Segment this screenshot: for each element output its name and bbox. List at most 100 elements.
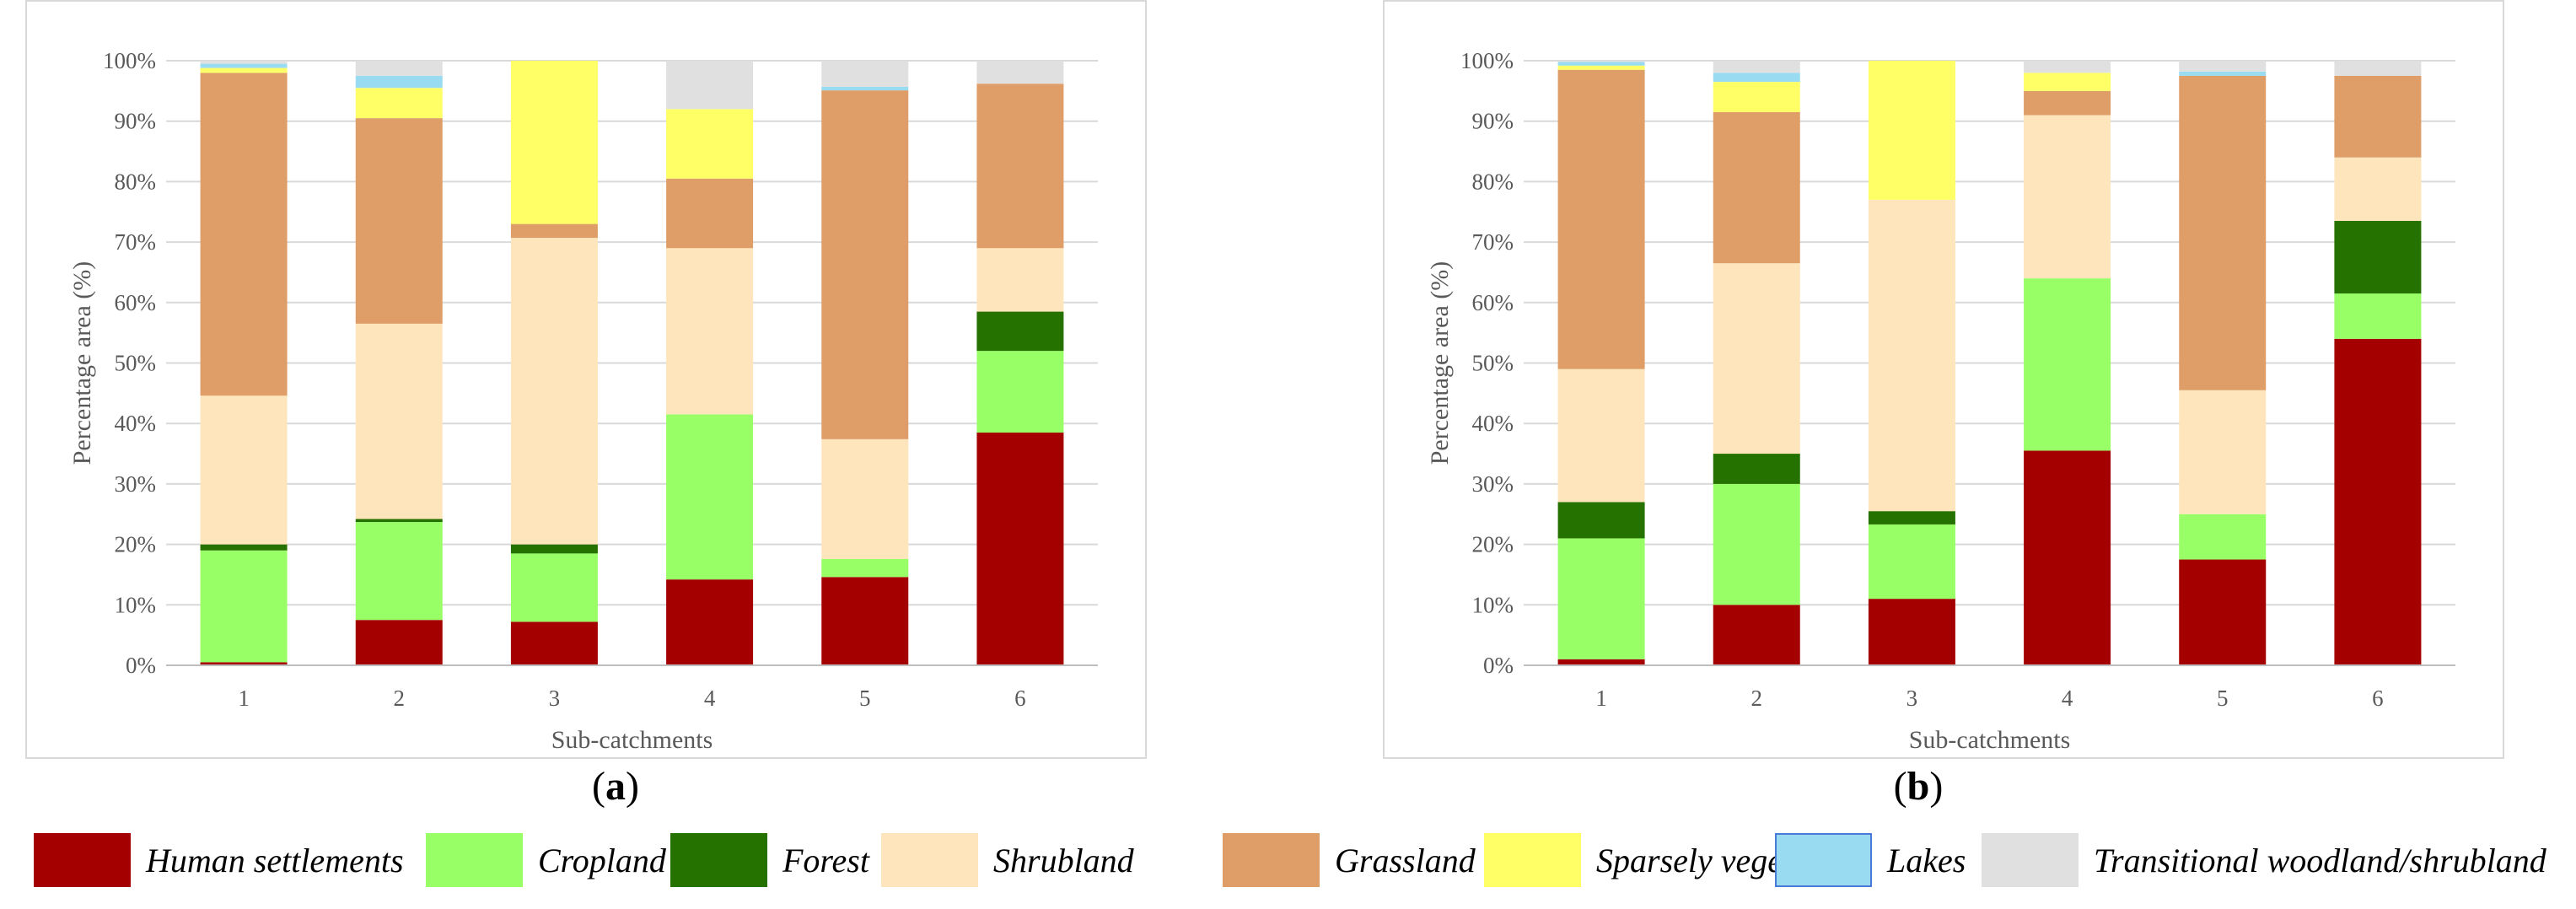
- bar-segment-shrubland-2: [1713, 263, 1800, 454]
- x-tick-label: 2: [1751, 686, 1763, 711]
- legend-label: Forest: [782, 841, 869, 879]
- bar-segment-human-settlements-6: [976, 432, 1064, 665]
- chart-svg-b: 0% 10% 20% 30% 40% 50% 60% 70% 80% 90% 100% 1 2 3 4 5 6 S…: [1426, 48, 2455, 754]
- panel-label-b: (b): [1893, 764, 1944, 809]
- y-axis-title: Percentage area (%): [1426, 261, 1454, 465]
- bar-segment-cropland-5: [821, 558, 909, 578]
- legend-item-cropland: Cropland: [426, 831, 666, 890]
- panel-label-a-text: a: [605, 764, 626, 809]
- bar-segment-forest-3: [510, 544, 598, 554]
- x-axis-title: Sub-catchments: [551, 726, 713, 754]
- legend-swatch: [1223, 833, 1320, 887]
- x-tick-label: 3: [1906, 686, 1918, 711]
- y-tick-label: 100%: [103, 48, 156, 73]
- legend-swatch: [1775, 833, 1872, 887]
- legend-swatch: [881, 833, 978, 887]
- y-tick-label: 50%: [115, 351, 157, 376]
- bar-segment-sparsely-vegetated-4: [666, 109, 754, 179]
- y-tick-label: 90%: [115, 109, 157, 134]
- bar-segment-shrubland-5: [2179, 390, 2267, 514]
- bar-segment-cropland-5: [2179, 514, 2267, 560]
- bar-segment-cropland-3: [510, 553, 598, 622]
- bar-segment-grassland-5: [2179, 75, 2267, 390]
- legend-swatch: [1484, 833, 1581, 887]
- bar-segment-forest-2: [1713, 454, 1800, 484]
- x-tick-label: 1: [238, 686, 250, 711]
- bar-segment-transitional-woodland-shrubland-4: [2024, 61, 2111, 73]
- bar-segment-grassland-3: [510, 223, 598, 239]
- bar-segment-human-settlements-6: [2334, 338, 2422, 665]
- bar-segment-shrubland-3: [1868, 199, 1955, 512]
- legend-item-grassland: Grassland: [1223, 831, 1476, 890]
- chart-svg-a: 0% 10% 20% 30% 40% 50% 60% 70% 80% 90% 100% 1 2 3 4 5 6 S…: [68, 48, 1098, 754]
- x-tick-label: 1: [1595, 686, 1607, 711]
- bar-segment-forest-6: [2334, 221, 2422, 294]
- bar-segment-sparsely-vegetated-3: [1868, 61, 1955, 200]
- bar-segment-lakes-1: [1557, 62, 1645, 66]
- chart-panel-b: 0% 10% 20% 30% 40% 50% 60% 70% 80% 90% 100% 1 2 3 4 5 6 S…: [1383, 0, 2504, 759]
- bar-segment-transitional-woodland-shrubland-2: [1713, 61, 1800, 73]
- y-tick-label: 10%: [1472, 592, 1514, 617]
- y-tick-label: 10%: [115, 592, 157, 617]
- bar-segment-cropland-4: [2024, 278, 2111, 451]
- legend-label: Cropland: [538, 841, 666, 879]
- bar-segment-shrubland-4: [666, 248, 754, 415]
- y-tick-label: 0%: [126, 653, 156, 678]
- legend-item-transitional-woodland-shrubland: Transitional woodland/shrubland: [1982, 831, 2546, 890]
- panel-label-b-text: b: [1906, 764, 1930, 809]
- bar-segment-forest-6: [976, 311, 1064, 352]
- y-tick-label: 30%: [1472, 471, 1514, 497]
- bar-segment-lakes-5: [2179, 71, 2267, 76]
- bar-segment-sparsely-vegetated-4: [2024, 73, 2111, 91]
- x-tick-label: 4: [2062, 686, 2073, 711]
- bar-segment-human-settlements-4: [2024, 450, 2111, 665]
- bar-segment-grassland-5: [821, 90, 909, 439]
- bar-segment-grassland-1: [200, 73, 288, 396]
- x-axis-title: Sub-catchments: [1909, 726, 2071, 754]
- y-tick-label: 70%: [1472, 229, 1514, 255]
- bar-segment-shrubland-3: [510, 238, 598, 545]
- bar-segment-lakes-1: [200, 63, 288, 68]
- legend-item-forest: Forest: [670, 831, 869, 890]
- bar-segment-sparsely-vegetated-2: [355, 88, 443, 119]
- bar-segment-sparsely-vegetated-1: [200, 67, 288, 73]
- bar-segment-shrubland-6: [2334, 157, 2422, 222]
- bar-segment-grassland-1: [1557, 69, 1645, 369]
- y-tick-label: 100%: [1460, 48, 1514, 73]
- bar-segment-forest-1: [1557, 502, 1645, 539]
- bar-segment-grassland-2: [355, 118, 443, 324]
- bar-segment-human-settlements-5: [821, 577, 909, 665]
- y-axis-title: Percentage area (%): [68, 261, 96, 465]
- y-tick-label: 90%: [1472, 109, 1514, 134]
- legend-label: Transitional woodland/shrubland: [2094, 841, 2546, 879]
- legend-item-shrubland: Shrubland: [881, 831, 1134, 890]
- legend-swatch: [1982, 833, 2079, 887]
- bar-segment-transitional-woodland-shrubland-6: [976, 61, 1064, 84]
- bar-segment-grassland-6: [976, 83, 1064, 249]
- legend-label: Shrubland: [993, 841, 1134, 879]
- bar-segment-forest-2: [355, 519, 443, 523]
- bar-segment-cropland-1: [1557, 538, 1645, 659]
- bar-segment-human-settlements-3: [510, 621, 598, 665]
- bar-segment-transitional-woodland-shrubland-5: [2179, 61, 2267, 72]
- x-tick-label: 3: [549, 686, 561, 711]
- bar-segment-shrubland-4: [2024, 115, 2111, 279]
- legend-label: Grassland: [1335, 841, 1476, 879]
- y-tick-label: 30%: [115, 471, 157, 497]
- bar-segment-sparsely-vegetated-1: [1557, 65, 1645, 70]
- legend-label: Human settlements: [146, 841, 404, 879]
- bar-segment-human-settlements-1: [1557, 659, 1645, 665]
- x-tick-label: 6: [2372, 686, 2384, 711]
- bar-segment-shrubland-1: [1557, 368, 1645, 503]
- legend: Human settlements Cropland Forest Shrubland…: [0, 831, 2576, 898]
- bar-segment-transitional-woodland-shrubland-1: [200, 61, 288, 64]
- bar-segment-human-settlements-2: [1713, 605, 1800, 665]
- bar-segment-human-settlements-2: [355, 620, 443, 665]
- bar-segment-grassland-2: [1713, 111, 1800, 264]
- bar-segment-lakes-5: [821, 86, 909, 91]
- bar-segment-transitional-woodland-shrubland-6: [2334, 61, 2422, 76]
- bar-segment-forest-3: [1868, 511, 1955, 524]
- bar-segment-transitional-woodland-shrubland-5: [821, 61, 909, 87]
- legend-item-lakes: Lakes: [1775, 831, 1966, 890]
- y-tick-label: 0%: [1483, 653, 1514, 678]
